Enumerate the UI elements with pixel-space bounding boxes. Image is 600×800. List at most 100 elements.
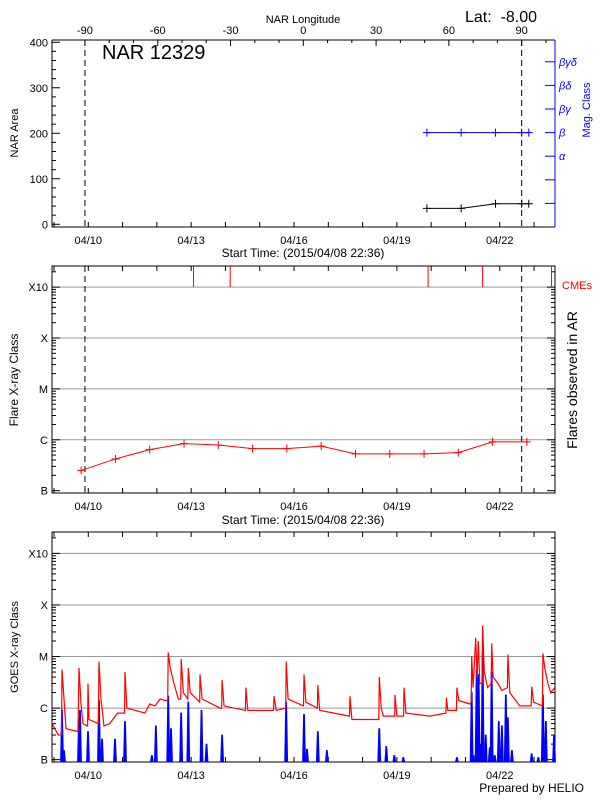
flare-y2label: Flares observed in AR <box>564 311 580 449</box>
goes-short-spike <box>489 671 494 763</box>
longitude-tick-label: 90 <box>516 25 528 37</box>
flare-point <box>488 437 497 446</box>
credit: Prepared by HELIO <box>479 781 584 795</box>
goes-short-spike <box>199 710 204 763</box>
goes-short-spike <box>401 757 406 763</box>
region-title: NAR 12329 <box>102 42 205 64</box>
y-tick-label: X <box>41 333 49 345</box>
goes-short-spike <box>552 734 556 763</box>
flare-series-line <box>80 441 527 471</box>
goes-long-series-line <box>51 625 556 736</box>
area-point <box>517 199 526 208</box>
longitude-axis-title: NAR Longitude <box>266 14 341 26</box>
longitude-tick-label: 60 <box>443 25 455 37</box>
longitude-tick-label: -60 <box>150 25 166 37</box>
x-tick-label: 04/16 <box>280 501 308 513</box>
flare-point <box>214 440 223 449</box>
x-tick-label: 04/22 <box>486 501 514 513</box>
mag-class-tick-label: βγδ <box>558 57 578 69</box>
x-tick-label: 04/22 <box>486 235 514 247</box>
y-tick-label: X <box>41 600 49 612</box>
y-tick-label: 100 <box>30 174 48 186</box>
longitude-tick-label: -90 <box>77 25 93 37</box>
goes-short-spike <box>384 746 389 763</box>
x-tick-label: 04/22 <box>486 770 514 782</box>
longitude-tick-label: 0 <box>300 25 306 37</box>
flare-point <box>351 449 360 458</box>
goes-short-spike <box>543 721 548 763</box>
area-point <box>422 204 431 213</box>
goes-ylabel: GOES X-ray Class <box>9 601 21 693</box>
flare-point <box>248 444 257 453</box>
mag-class-point <box>422 128 431 137</box>
goes-short-spike <box>284 701 289 763</box>
goes-short-spike <box>186 701 191 763</box>
goes-short-spike <box>324 750 329 763</box>
area-ylabel: NAR Area <box>9 108 21 158</box>
goes-short-spike <box>496 721 501 763</box>
x-tick-label: 04/13 <box>177 501 205 513</box>
flare-ylabel: Flare X-ray Class <box>7 334 21 427</box>
mag-class-point <box>524 128 533 137</box>
y-tick-label: 300 <box>30 83 48 95</box>
y-tick-label: C <box>40 435 48 447</box>
goes-short-spike <box>179 712 184 763</box>
y-tick-label: B <box>41 755 48 767</box>
area-point <box>457 204 466 213</box>
goes-short-spike <box>153 725 158 763</box>
y-tick-label: C <box>40 703 48 715</box>
goes-short-spike <box>166 695 171 763</box>
x-tick-label: 04/10 <box>75 770 103 782</box>
plot-frame <box>51 265 556 494</box>
x-tick-label: 04/13 <box>177 770 205 782</box>
goes-short-spike <box>86 731 90 763</box>
goes-short-spike <box>529 753 534 763</box>
goes-short-spike <box>505 717 510 763</box>
mag-class-point <box>491 128 500 137</box>
goes-short-spike <box>492 755 497 763</box>
goes-short-spike <box>78 710 82 763</box>
mag-class-tick-label: βδ <box>558 80 572 92</box>
area-point <box>524 199 533 208</box>
flare-point <box>385 449 394 458</box>
longitude-tick-label: 30 <box>370 25 382 37</box>
y-tick-label: 0 <box>42 219 48 231</box>
goes-short-spike <box>540 694 545 763</box>
mag-class-point <box>457 128 466 137</box>
area-point <box>491 199 500 208</box>
y-tick-label: M <box>39 652 48 664</box>
latitude-label: Lat: -8.00 <box>465 9 537 26</box>
flare-point <box>317 442 326 451</box>
goes-short-spike <box>377 728 382 763</box>
x-tick-label: 04/16 <box>280 235 308 247</box>
y-tick-label: 200 <box>30 128 48 140</box>
goes-short-spike <box>62 750 66 763</box>
goes-short-spike <box>169 728 173 763</box>
goes-short-spike <box>471 755 476 763</box>
y-tick-label: B <box>41 486 48 498</box>
area-series-line <box>426 203 529 209</box>
goes-short-spike <box>123 721 127 763</box>
goes-short-spike <box>315 731 320 763</box>
flare-point <box>454 448 463 457</box>
goes-short-spike <box>536 757 541 763</box>
y-tick-label: 400 <box>30 37 48 49</box>
mag-class-point <box>517 128 526 137</box>
x-tick-label: 04/10 <box>75 501 103 513</box>
x-tick-label: 04/10 <box>75 235 103 247</box>
goes-short-spike <box>204 743 209 763</box>
goes-short-spike <box>392 755 397 763</box>
x-tick-label: 04/19 <box>383 501 411 513</box>
goes-short-spike <box>220 734 225 763</box>
goes-short-spike <box>499 725 504 763</box>
mag-class-label: Mag. Class <box>581 82 593 138</box>
flare-point <box>145 445 154 454</box>
flare-point <box>77 466 86 475</box>
flare-point <box>282 444 291 453</box>
goes-short-spike <box>509 750 514 763</box>
mag-class-tick-label: βγ <box>558 104 572 116</box>
x-tick-label: 04/16 <box>280 770 308 782</box>
area-xlabel: Start Time: (2015/04/08 22:36) <box>222 246 385 260</box>
